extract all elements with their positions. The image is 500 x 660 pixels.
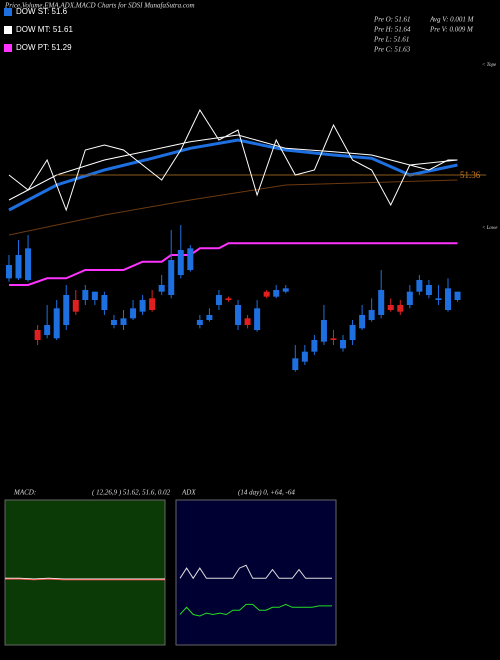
candle-body xyxy=(273,290,280,297)
series-line xyxy=(5,578,165,581)
panel-subtitle: ( 12,26,9 ) 51.62, 51.6, 0.02 xyxy=(92,489,171,497)
candle-body xyxy=(91,291,98,300)
legend-label: DOW ST: 51.6 xyxy=(16,7,68,16)
candle-body xyxy=(378,290,385,315)
candle-body xyxy=(254,308,261,330)
legend-label: DOW MT: 51.61 xyxy=(16,25,73,34)
annotation: < Tope xyxy=(482,63,497,68)
panel-subtitle: (14 day) 0, +64, -64 xyxy=(238,489,295,497)
legend-label: DOW PT: 51.29 xyxy=(16,43,72,52)
stat: Pre C: 51.63 xyxy=(373,46,411,54)
candle-body xyxy=(349,325,356,340)
candle-body xyxy=(435,298,442,300)
candle-body xyxy=(101,295,108,310)
candle-body xyxy=(340,340,347,349)
candle-body xyxy=(282,288,289,292)
candle-body xyxy=(63,295,70,325)
candle-body xyxy=(263,291,270,297)
adx-panel xyxy=(175,499,337,646)
candle-body xyxy=(53,308,60,339)
series-line xyxy=(8,108,458,212)
candle-body xyxy=(120,318,127,325)
candle-body xyxy=(149,298,156,310)
chart-title: Price,Volume,EMA,ADX,MACD Charts for SDS… xyxy=(4,2,195,10)
candle-body xyxy=(445,288,452,310)
candle-body xyxy=(82,290,89,300)
candle-body xyxy=(416,280,423,292)
candle-body xyxy=(330,338,337,340)
legend-swatch xyxy=(4,44,12,52)
macd-panel xyxy=(4,499,166,646)
candle-body xyxy=(454,291,461,300)
candle-body xyxy=(25,248,32,280)
legend-swatch xyxy=(4,8,12,16)
series-line xyxy=(5,577,165,580)
candle-body xyxy=(311,340,318,352)
legend-swatch xyxy=(4,26,12,34)
candle-body xyxy=(110,320,117,325)
candle-body xyxy=(301,351,308,362)
candle-body xyxy=(292,358,299,370)
stat: Pre V: 0.009 M xyxy=(429,26,474,34)
candle-body xyxy=(215,295,222,305)
series-line xyxy=(8,134,458,201)
series-line xyxy=(179,603,332,617)
candle-body xyxy=(72,300,79,312)
series-line xyxy=(179,564,332,580)
candle-body xyxy=(244,318,251,325)
candle-body xyxy=(177,250,184,275)
candle-body xyxy=(225,298,232,300)
panel-title: MACD: xyxy=(13,489,36,497)
stat: Pre O: 51.61 xyxy=(373,16,410,24)
stat: Avg V: 0.001 M xyxy=(429,16,475,24)
candle-body xyxy=(397,305,404,312)
stat: Pre H: 51.64 xyxy=(373,26,411,34)
candle-body xyxy=(187,248,194,270)
candle-body xyxy=(139,300,146,312)
series-line xyxy=(9,242,458,286)
candle-body xyxy=(387,305,394,310)
stat: Pre L: 51.61 xyxy=(373,36,409,44)
candle-body xyxy=(368,310,375,320)
candle-body xyxy=(406,291,413,305)
panel-title: ADX xyxy=(181,489,196,497)
candle-body xyxy=(425,285,432,295)
candle-body xyxy=(168,260,175,295)
candle-body xyxy=(15,255,22,279)
series-line xyxy=(8,179,458,236)
annotation: < Lowe xyxy=(482,226,498,231)
candle-body xyxy=(206,315,213,320)
candle-body xyxy=(235,305,242,325)
candle-body xyxy=(44,325,51,335)
candle-body xyxy=(359,315,366,329)
candle-body xyxy=(34,330,41,340)
candle-body xyxy=(158,285,165,292)
candle-body xyxy=(130,308,137,319)
candle-body xyxy=(320,320,327,342)
candle-body xyxy=(5,265,12,279)
candle-body xyxy=(196,320,203,325)
